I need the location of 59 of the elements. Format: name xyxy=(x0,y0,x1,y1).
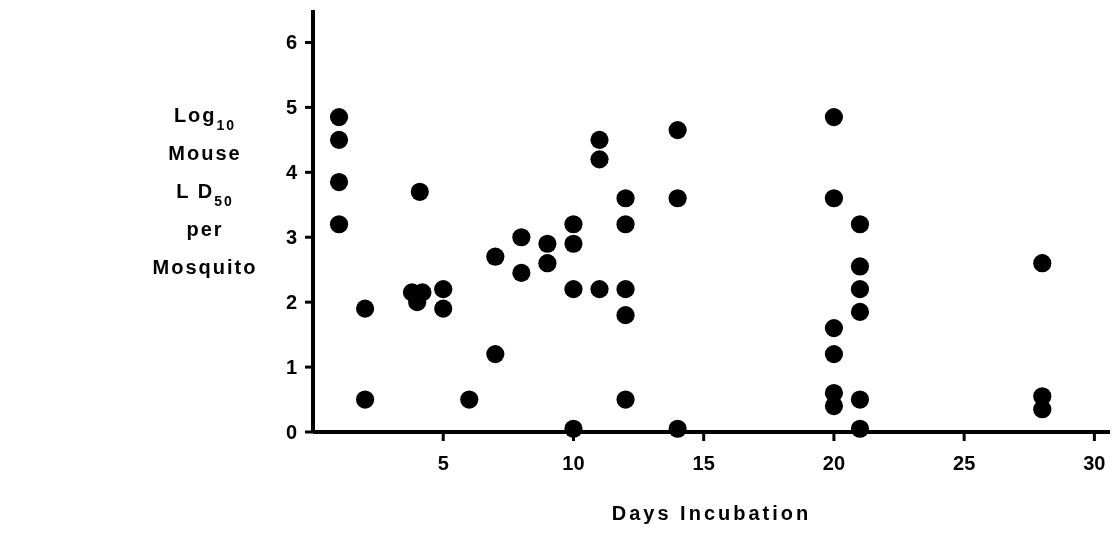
point xyxy=(329,108,349,127)
y-tick-label: 1 xyxy=(285,356,297,379)
point xyxy=(486,345,505,364)
point xyxy=(824,108,844,127)
y-tick-label: 3 xyxy=(285,226,297,249)
point xyxy=(410,182,429,201)
x-tick-label: 25 xyxy=(953,452,976,474)
point xyxy=(1033,254,1052,273)
point xyxy=(824,396,844,416)
x-axis-title: Days Incubation xyxy=(611,502,812,524)
point xyxy=(850,419,870,438)
y-axis-title: Log$_{10}$ Mouse L D$_{50}$ per Mosquito xyxy=(152,104,258,278)
y-tick-label: 5 xyxy=(285,96,297,119)
point xyxy=(850,390,870,409)
point xyxy=(616,390,635,409)
point xyxy=(329,172,349,192)
point xyxy=(486,247,505,266)
point xyxy=(616,280,635,299)
point xyxy=(850,280,870,299)
point xyxy=(329,215,349,234)
point xyxy=(1033,400,1052,419)
point xyxy=(668,419,687,438)
x-tick-label: 15 xyxy=(692,452,715,474)
y-tick-label: 0 xyxy=(285,421,297,443)
point xyxy=(616,306,635,325)
x-tick-label: 30 xyxy=(1083,452,1106,474)
point xyxy=(434,299,453,318)
y-tick-label: 6 xyxy=(285,31,297,54)
point xyxy=(564,280,583,299)
point xyxy=(590,280,609,299)
point xyxy=(460,390,479,409)
point xyxy=(850,257,870,276)
point xyxy=(329,130,349,149)
point xyxy=(824,189,844,208)
point xyxy=(824,319,844,338)
x-tick-label: 20 xyxy=(822,452,846,474)
point xyxy=(824,345,844,364)
point xyxy=(564,234,583,253)
x-tick-label: 10 xyxy=(562,452,585,474)
y-tick-label: 2 xyxy=(285,291,297,314)
y-tick-label: 4 xyxy=(285,161,298,184)
point xyxy=(590,130,609,149)
point xyxy=(512,228,531,247)
point xyxy=(564,419,583,438)
point xyxy=(355,299,375,318)
point xyxy=(850,215,870,234)
point xyxy=(590,150,609,169)
point xyxy=(668,121,687,140)
point xyxy=(564,215,583,234)
point xyxy=(616,215,635,234)
point xyxy=(538,234,557,253)
x-tick-label: 5 xyxy=(437,452,449,474)
point xyxy=(434,280,453,299)
point xyxy=(850,302,870,321)
point xyxy=(668,189,687,208)
point xyxy=(616,189,635,208)
point xyxy=(538,254,557,273)
point xyxy=(355,390,375,409)
point xyxy=(512,263,531,283)
